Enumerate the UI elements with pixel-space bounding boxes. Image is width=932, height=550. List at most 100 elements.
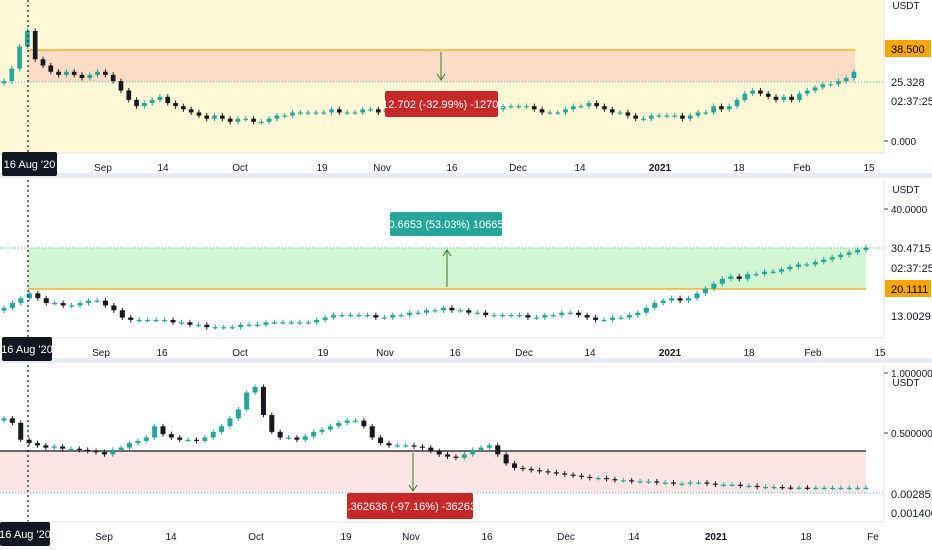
measure-label: -0.362636 (-97.16%) -362636 [338, 493, 482, 519]
candle-body [797, 93, 802, 100]
candle-body [828, 84, 833, 86]
candle-body [491, 315, 497, 317]
price-label-current: 0.002851 [885, 485, 932, 502]
candle-body [466, 310, 472, 313]
candle-body [178, 322, 185, 324]
candle-body [745, 274, 751, 279]
x-tick-label: 18 [800, 532, 812, 543]
candle-body [360, 109, 366, 113]
candle-body [43, 298, 49, 304]
price-label-bg [885, 280, 931, 297]
measure-label: 10.6653 (53.03%) 106653 [382, 212, 510, 236]
candle-body [243, 118, 249, 120]
candle-body [787, 266, 793, 270]
candle-body [669, 298, 675, 301]
candle-body [162, 319, 168, 322]
candle-body [728, 276, 734, 279]
candle-body [177, 437, 183, 440]
candle-body [260, 386, 266, 415]
candle-body [432, 310, 438, 312]
candle-body [227, 118, 233, 122]
candle-body [726, 106, 732, 110]
candle-body [704, 482, 710, 484]
candle-body [111, 305, 117, 311]
candle-body [672, 115, 677, 117]
candle-body [157, 96, 163, 100]
x-tick-label: 16 [156, 348, 168, 359]
candle-body [855, 249, 861, 253]
candle-body [696, 482, 702, 484]
candle-body [753, 274, 759, 276]
price-label-text: 20.1111 [891, 284, 928, 296]
candle-body [331, 315, 337, 318]
x-tick-label: 16 [481, 532, 493, 543]
candle-body [9, 418, 15, 423]
x-tick-label: 2021 [659, 348, 682, 359]
candle-body [587, 476, 593, 479]
candle-body [570, 106, 576, 110]
candle-body [415, 312, 421, 314]
candle-body [87, 74, 93, 78]
candle-body [863, 247, 869, 250]
candle-body [17, 46, 22, 69]
candle-body [648, 115, 654, 119]
candle-body [290, 112, 295, 116]
x-tick-label: 14 [628, 532, 640, 543]
candle-body [204, 115, 210, 119]
candle-body [511, 463, 518, 468]
candle-body [594, 103, 599, 107]
candle-body [578, 106, 584, 108]
candle-body [500, 106, 506, 110]
candle-body [788, 487, 794, 489]
candle-body [252, 386, 258, 393]
candle-body [26, 439, 32, 444]
candle-body [486, 445, 492, 448]
candle-body [210, 431, 216, 438]
candle-body [609, 109, 615, 113]
measure-label-bg [390, 212, 502, 236]
candle-body [424, 310, 430, 313]
candle-body [369, 426, 375, 438]
price-label-bg [885, 92, 931, 109]
x-tick-label: Dec [557, 532, 575, 543]
candle-body [440, 307, 446, 311]
candle-body [779, 487, 785, 489]
price-label-low: 20.1111 [885, 280, 931, 297]
candle-body [196, 112, 202, 116]
candle-body [145, 319, 151, 322]
candle-body [570, 474, 576, 476]
price-label-text: 38.500 [891, 44, 925, 56]
price-label-bg [885, 485, 931, 502]
candle-body [40, 59, 46, 66]
price-axis-unit: USDT [892, 1, 919, 12]
candle-body [820, 84, 826, 88]
candle-body [103, 71, 108, 75]
date-marker-label: 16 Aug '20 [1, 337, 53, 361]
candle-body [336, 422, 342, 427]
candle-body [719, 278, 725, 284]
price-label-text: 30.4715 [891, 243, 931, 255]
date-marker-label-bg [2, 152, 57, 176]
candle-body [550, 315, 556, 317]
candle-body [737, 484, 743, 486]
candle-body [68, 448, 74, 450]
date-marker-label: 16 Aug '20 [2, 152, 57, 176]
candle-body [378, 437, 384, 444]
candle-body [483, 312, 489, 316]
candle-body [734, 99, 740, 107]
candle-body [390, 315, 396, 318]
candle-body [149, 99, 155, 104]
y-tick-label: 0.500000 [891, 429, 932, 440]
candle-body [288, 322, 294, 324]
x-tick-label: 14 [584, 348, 596, 359]
candle-body [813, 487, 819, 489]
measure-label-text: -0.362636 (-97.16%) -362636 [338, 501, 482, 513]
x-tick-label: 19 [316, 163, 328, 174]
candle-body [118, 447, 124, 450]
candle-body [633, 115, 638, 119]
price-label-countdown: 02:37:25 [885, 92, 932, 109]
candle-body [602, 106, 607, 110]
candle-body [547, 112, 553, 114]
measure-label-text: -12.702 (-32.99%) -12702 [379, 99, 505, 111]
